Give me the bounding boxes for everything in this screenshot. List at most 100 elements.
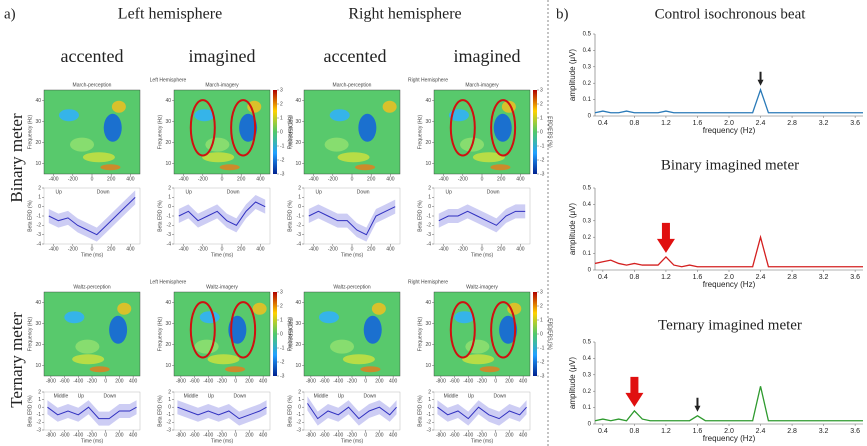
chart-title: Ternary imagined meter <box>658 317 802 333</box>
x-axis-label: Time (ms) <box>471 252 494 258</box>
y-axis-label: Frequency (Hz) <box>27 114 33 149</box>
x-tick-label: 400 <box>389 378 398 384</box>
y-tick-label: -2 <box>427 223 432 229</box>
y-tick-label: 0 <box>588 114 592 120</box>
y-tick-label: 2 <box>298 185 301 191</box>
colorbar-label: ERD/ERS (%) <box>287 318 293 350</box>
x-tick-label: -400 <box>463 378 473 384</box>
plot-title: March-imagery <box>205 82 239 88</box>
x-tick-label: 400 <box>256 246 265 252</box>
y-tick-label: -2 <box>297 223 302 229</box>
x-tick-label: 400 <box>389 432 398 438</box>
x-tick-label: 200 <box>107 176 116 182</box>
x-tick-label: -400 <box>439 176 449 182</box>
colorbar-tick-label: 0 <box>540 331 543 337</box>
heatmap-blob <box>194 339 219 354</box>
heatmap-blob <box>371 302 386 315</box>
heatmap-blob <box>109 315 128 344</box>
plot-title: Waltz-perception <box>333 284 371 290</box>
x-tick-label: 400 <box>519 378 528 384</box>
x-tick-label: 200 <box>107 246 116 252</box>
heatmap-blob <box>100 164 121 171</box>
colorbar <box>533 90 537 174</box>
event-label: Up <box>208 393 215 399</box>
colorbar-tick-label: -1 <box>540 143 545 149</box>
event-label: Up <box>316 189 323 195</box>
event-label: Middle <box>54 393 69 399</box>
x-tick-label: -400 <box>73 432 83 438</box>
plot-title: March-imagery <box>465 82 499 88</box>
y-tick-label: 40 <box>35 98 41 104</box>
heatmap-blob <box>103 113 122 142</box>
heatmap-blob <box>75 339 100 354</box>
y-tick-label: 10 <box>165 161 171 167</box>
y-tick-label: 2 <box>168 185 171 191</box>
plot-title: March-perception <box>333 82 372 88</box>
plot-title: Waltz-perception <box>73 284 111 290</box>
heatmap-blob <box>465 339 490 354</box>
x-tick-label: 200 <box>505 432 514 438</box>
x-axis-label: Time (ms) <box>341 252 364 258</box>
y-tick-label: 2 <box>428 185 431 191</box>
y-tick-label: 0.5 <box>583 340 592 346</box>
x-tick-label: 1.2 <box>661 120 671 127</box>
x-tick-label: 0 <box>351 176 354 182</box>
colorbar-label: ERD/ERS (%) <box>287 116 293 148</box>
y-tick-label: 10 <box>35 363 41 369</box>
condition-header: imagined <box>454 46 521 66</box>
x-tick-label: -600 <box>60 378 70 384</box>
x-tick-label: -400 <box>73 378 83 384</box>
y-tick-label: 1 <box>298 195 301 201</box>
event-label: Up <box>78 393 85 399</box>
y-axis-label: Frequency (Hz) <box>287 114 293 149</box>
y-tick-label: 40 <box>165 98 171 104</box>
row-label: Ternary meter <box>7 312 26 408</box>
colorbar-tick-label: -3 <box>540 171 545 177</box>
highlight-oval <box>490 301 517 359</box>
event-label: Middle <box>314 393 329 399</box>
x-tick-label: 2.0 <box>724 120 734 127</box>
event-label: Down <box>364 393 377 399</box>
colorbar <box>533 292 537 376</box>
x-tick-label: 2.8 <box>787 428 797 435</box>
x-tick-label: -400 <box>333 378 343 384</box>
hemisphere-note: Left Hemisphere <box>150 279 187 285</box>
heatmap-blob <box>72 354 105 365</box>
x-tick-label: -200 <box>347 432 357 438</box>
heatmap-blob <box>493 113 512 142</box>
x-tick-label: 200 <box>367 246 376 252</box>
x-tick-label: 0.8 <box>630 274 640 281</box>
y-tick-label: 40 <box>35 300 41 306</box>
y-tick-label: -2 <box>167 420 172 426</box>
colorbar-tick-label: -1 <box>280 345 285 351</box>
x-tick-label: -400 <box>333 432 343 438</box>
plot-title: Waltz-imagery <box>466 284 498 290</box>
x-tick-label: 0 <box>91 246 94 252</box>
x-tick-label: 200 <box>497 246 506 252</box>
x-tick-label: -200 <box>217 432 227 438</box>
x-tick-label: -800 <box>46 378 56 384</box>
y-axis-label: Frequency (Hz) <box>157 114 163 149</box>
y-tick-label: 2 <box>428 389 431 395</box>
y-axis-label: Frequency (Hz) <box>287 316 293 351</box>
x-tick-label: 2.4 <box>756 120 766 127</box>
y-tick-label: 0.1 <box>583 97 592 103</box>
heatmap-blob <box>64 311 85 324</box>
x-tick-label: -400 <box>463 432 473 438</box>
colorbar <box>273 90 277 174</box>
y-axis-label: Beta ERD (%) <box>27 200 33 232</box>
x-tick-label: 0.8 <box>630 120 640 127</box>
y-axis-label: amplitude (μV) <box>568 357 577 410</box>
x-tick-label: -400 <box>309 176 319 182</box>
heatmap-blob <box>462 354 495 365</box>
x-axis-label: frequency (Hz) <box>703 434 756 443</box>
x-tick-label: 0 <box>364 378 367 384</box>
erd-line <box>437 406 527 420</box>
x-tick-label: 0 <box>481 176 484 182</box>
x-axis-label: Time (ms) <box>81 252 104 258</box>
red-arrow <box>625 376 644 407</box>
heatmap-blob <box>358 113 377 142</box>
colorbar-tick-label: -3 <box>540 373 545 379</box>
y-tick-label: 0 <box>298 204 301 210</box>
x-tick-label: 0 <box>351 246 354 252</box>
